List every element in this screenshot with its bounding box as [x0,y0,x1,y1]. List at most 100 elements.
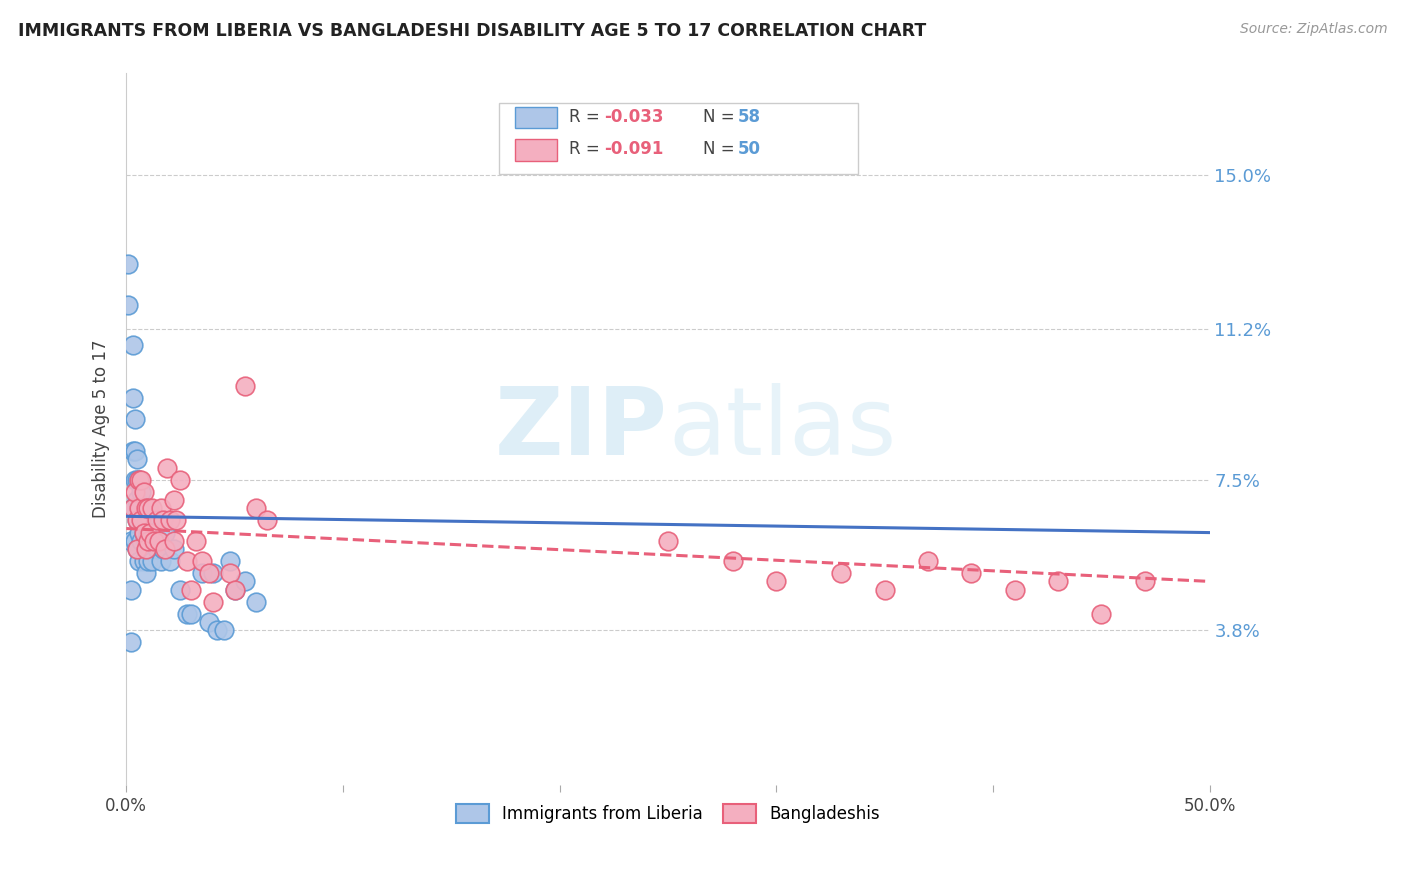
Point [159,554,181,568]
Point [120,635,142,649]
Point [141,554,163,568]
Point [128,501,150,516]
Point [149,501,172,516]
Point [165,513,187,527]
Point [136,533,159,548]
Point [135,541,157,556]
Point [141,525,163,540]
Text: 58: 58 [738,108,761,126]
Point [124,484,146,499]
Point [219,566,242,581]
Point [245,501,267,516]
Point [191,566,214,581]
Text: N =: N = [703,108,740,126]
Point [121,501,143,516]
Point [657,533,679,548]
Point [132,525,155,540]
Point [149,554,172,568]
Point [143,525,166,540]
Point [127,541,149,556]
Point [176,554,198,568]
Point [120,582,142,597]
Point [1004,582,1026,597]
Point [143,533,166,548]
Point [117,257,139,271]
Legend: Immigrants from Liberia, Bangladeshis: Immigrants from Liberia, Bangladeshis [449,797,887,830]
Point [152,541,174,556]
Point [721,554,744,568]
Text: R =: R = [569,108,606,126]
Text: N =: N = [703,140,740,158]
Point [163,541,186,556]
Point [155,541,177,556]
Point [124,473,146,487]
Point [131,501,153,516]
Point [132,525,155,540]
Point [197,615,219,629]
Point [156,460,179,475]
Point [765,574,787,589]
Point [128,473,150,487]
Text: IMMIGRANTS FROM LIBERIA VS BANGLADESHI DISABILITY AGE 5 TO 17 CORRELATION CHART: IMMIGRANTS FROM LIBERIA VS BANGLADESHI D… [18,22,927,40]
Point [235,574,257,589]
Point [127,493,149,508]
Point [135,513,157,527]
Point [117,298,139,312]
Point [135,566,157,581]
Point [139,513,162,527]
Point [960,566,983,581]
Point [163,533,186,548]
Text: -0.091: -0.091 [605,140,664,158]
Point [145,513,167,527]
Point [163,493,186,508]
Point [121,501,143,516]
Point [219,554,242,568]
Point [235,379,257,393]
Point [128,501,150,516]
Point [169,582,191,597]
Point [128,525,150,540]
Point [139,541,162,556]
Point [121,444,143,458]
Point [830,566,852,581]
Point [145,541,167,556]
Point [136,501,159,516]
Point [1133,574,1156,589]
Text: ZIP: ZIP [495,383,668,475]
Point [1090,607,1112,621]
Point [136,525,159,540]
Text: 50: 50 [738,140,761,158]
Point [132,554,155,568]
Text: atlas: atlas [668,383,896,475]
Point [245,595,267,609]
Point [120,533,142,548]
Y-axis label: Disability Age 5 to 17: Disability Age 5 to 17 [93,340,110,518]
Point [132,501,155,516]
Point [124,411,146,425]
Point [191,554,214,568]
Point [131,513,153,527]
Point [124,444,146,458]
Point [135,501,157,516]
Point [127,541,149,556]
Point [121,392,143,406]
Point [148,533,170,548]
Point [127,513,149,527]
Point [127,513,149,527]
Point [139,525,162,540]
Point [131,533,153,548]
Point [256,513,278,527]
Point [224,582,246,597]
Point [152,513,174,527]
Point [176,607,198,621]
Point [135,533,157,548]
Text: Source: ZipAtlas.com: Source: ZipAtlas.com [1240,22,1388,37]
Point [873,582,896,597]
Point [131,473,153,487]
Text: -0.033: -0.033 [605,108,664,126]
Point [127,452,149,467]
Point [917,554,939,568]
Point [136,501,159,516]
Point [207,624,229,638]
Point [128,554,150,568]
